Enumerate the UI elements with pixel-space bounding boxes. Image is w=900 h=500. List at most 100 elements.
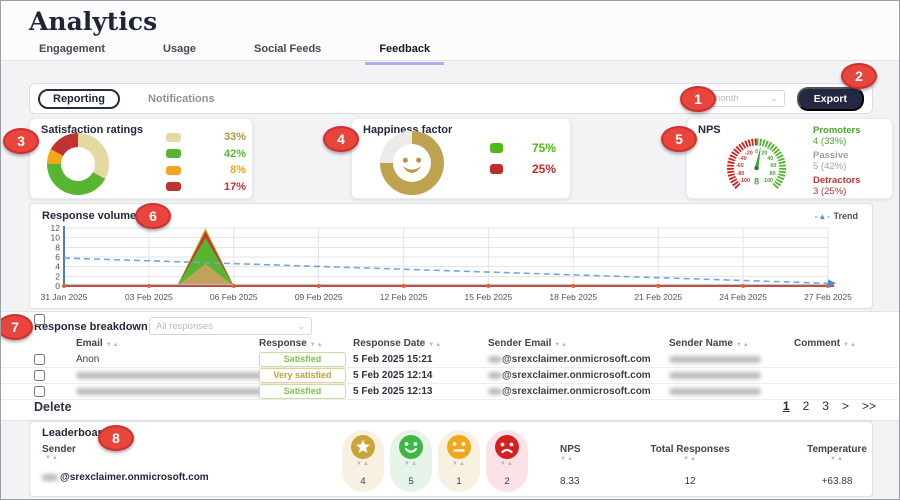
legend-item: 33% <box>166 129 246 146</box>
smiley-icon <box>393 144 431 182</box>
tab-usage[interactable]: Usage <box>149 41 210 65</box>
tab-engagement[interactable]: Engagement <box>25 41 119 65</box>
sad-count: 2 <box>504 476 509 487</box>
svg-text:8: 8 <box>754 177 759 187</box>
next-page-button[interactable]: > <box>842 399 849 413</box>
sort-arrows[interactable]: ▼▲ <box>106 342 120 348</box>
legend-swatch <box>490 164 503 174</box>
col-response: Response <box>259 338 307 349</box>
select-all-checkbox[interactable] <box>34 314 45 325</box>
promoters-stat: Promoters 4 (33%) <box>813 125 861 147</box>
export-button[interactable]: Export <box>797 87 864 111</box>
annotation-marker-3: 3 <box>3 128 39 154</box>
legend-value: 75% <box>532 141 556 155</box>
svg-text:40: 40 <box>767 156 773 162</box>
last-page-button[interactable]: >> <box>862 399 876 413</box>
email-cell <box>76 384 290 400</box>
sort-arrows[interactable]: ▼▲ <box>644 456 736 462</box>
tab-feedback[interactable]: Feedback <box>365 41 444 65</box>
sender-email-cell: @srexclaimer.onmicrosoft.com <box>488 384 651 400</box>
page-3[interactable]: 3 <box>822 399 829 413</box>
svg-text:80: 80 <box>770 171 776 177</box>
nps-card: NPS -100-80-60-40-200204060801008 Promot… <box>686 118 893 199</box>
passive-stat: Passive 5 (42%) <box>813 150 861 172</box>
detractors-label: Detractors <box>813 175 861 186</box>
donut-hole <box>393 144 431 182</box>
sort-arrows[interactable]: ▼▲ <box>736 342 750 348</box>
response-badge-cell: Satisfied <box>259 352 346 368</box>
total-responses-column: Total Responses ▼▲ 12 <box>644 444 736 487</box>
notifications-button[interactable]: Notifications <box>148 93 215 105</box>
page-1[interactable]: 1 <box>783 399 790 413</box>
sender-name-cell <box>669 368 761 384</box>
sort-arrows[interactable]: ▼▲ <box>843 342 857 348</box>
row-checkbox[interactable] <box>34 370 45 381</box>
annotation-marker-8: 8 <box>98 425 134 451</box>
legend-item: 75% <box>490 137 556 158</box>
table-row: Satisfied 5 Feb 2025 12:13 @srexclaimer.… <box>1 384 900 400</box>
sort-arrows[interactable]: ▼▲ <box>428 342 442 348</box>
response-breakdown-title: Response breakdown <box>34 321 148 333</box>
sender-name-cell <box>669 384 761 400</box>
svg-text:18 Feb 2025: 18 Feb 2025 <box>549 292 597 302</box>
response-date-cell: 5 Feb 2025 12:13 <box>353 384 433 400</box>
tab-social-feeds[interactable]: Social Feeds <box>240 41 335 65</box>
sort-arrows[interactable]: ▼▲ <box>799 456 875 462</box>
sort-arrows[interactable]: ▼▲ <box>404 461 418 467</box>
col-sender-name: Sender Name <box>669 338 733 349</box>
row-checkbox[interactable] <box>34 354 45 365</box>
satisfied-column: ▼▲ 5 <box>390 430 432 492</box>
tab-bar: Engagement Usage Social Feeds Feedback <box>25 41 444 65</box>
svg-text:12: 12 <box>51 224 61 233</box>
svg-text:100: 100 <box>764 178 773 184</box>
legend-item: 17% <box>166 179 246 196</box>
reporting-button[interactable]: Reporting <box>38 89 120 109</box>
sender-name-cell <box>669 352 761 368</box>
response-volume-title: Response volume <box>42 210 136 222</box>
response-date-cell: 5 Feb 2025 15:21 <box>353 352 433 368</box>
response-filter-select[interactable]: All responses ⌄ <box>149 317 312 335</box>
svg-text:10: 10 <box>51 233 61 243</box>
delete-button[interactable]: Delete <box>34 400 72 414</box>
happy-count: 5 <box>408 476 413 487</box>
temperature-value: +63.88 <box>799 476 875 487</box>
redacted-text <box>76 372 290 379</box>
legend-item: 25% <box>490 158 556 179</box>
sort-arrows[interactable]: ▼▲ <box>45 455 59 461</box>
pagination: 1 2 3 > >> <box>783 399 876 413</box>
svg-text:-80: -80 <box>737 171 745 177</box>
trend-legend[interactable]: -▲- Trend <box>815 211 858 221</box>
promoters-value: 4 (33%) <box>813 136 846 147</box>
very-satisfied-column: ▼▲ 4 <box>342 430 384 492</box>
temperature-column: Temperature ▼▲ +63.88 <box>799 444 875 487</box>
svg-text:09 Feb 2025: 09 Feb 2025 <box>295 292 343 302</box>
sort-arrows[interactable]: ▼▲ <box>500 461 514 467</box>
satisfaction-legend: 33% 42% 8% 17% <box>166 129 246 195</box>
response-badge-cell: Satisfied <box>259 384 346 400</box>
sort-arrows[interactable]: ▼▲ <box>452 461 466 467</box>
nps-column: NPS ▼▲ 8.33 <box>560 444 600 487</box>
table-row: Anon Satisfied 5 Feb 2025 15:21 @srexcla… <box>1 352 900 368</box>
nps-stats: Promoters 4 (33%) Passive 5 (42%) Detrac… <box>813 125 861 200</box>
sort-arrows[interactable]: ▼▲ <box>560 456 600 462</box>
response-breakdown-section: Response breakdown All responses ⌄ Email… <box>1 311 900 421</box>
svg-text:31 Jan 2025: 31 Jan 2025 <box>41 292 88 302</box>
donut-hole <box>61 147 95 181</box>
sort-arrows[interactable]: ▼▲ <box>356 461 370 467</box>
total-responses-value: 12 <box>644 476 736 487</box>
svg-text:27 Feb 2025: 27 Feb 2025 <box>804 292 852 302</box>
table-row: Very satisfied 5 Feb 2025 12:14 @srexcla… <box>1 368 900 384</box>
svg-text:0: 0 <box>55 281 60 291</box>
page-2[interactable]: 2 <box>803 399 810 413</box>
status-badge: Satisfied <box>259 352 346 367</box>
svg-text:21 Feb 2025: 21 Feb 2025 <box>634 292 682 302</box>
sort-arrows[interactable]: ▼▲ <box>554 342 568 348</box>
sort-arrows[interactable]: ▼▲ <box>310 342 324 348</box>
chevron-down-icon: ⌄ <box>770 93 778 104</box>
svg-text:8: 8 <box>55 242 60 252</box>
svg-text:6: 6 <box>55 252 60 262</box>
row-checkbox[interactable] <box>34 386 45 397</box>
email-cell: Anon <box>76 352 99 368</box>
svg-text:60: 60 <box>770 163 776 169</box>
happy-face-icon <box>398 434 424 460</box>
